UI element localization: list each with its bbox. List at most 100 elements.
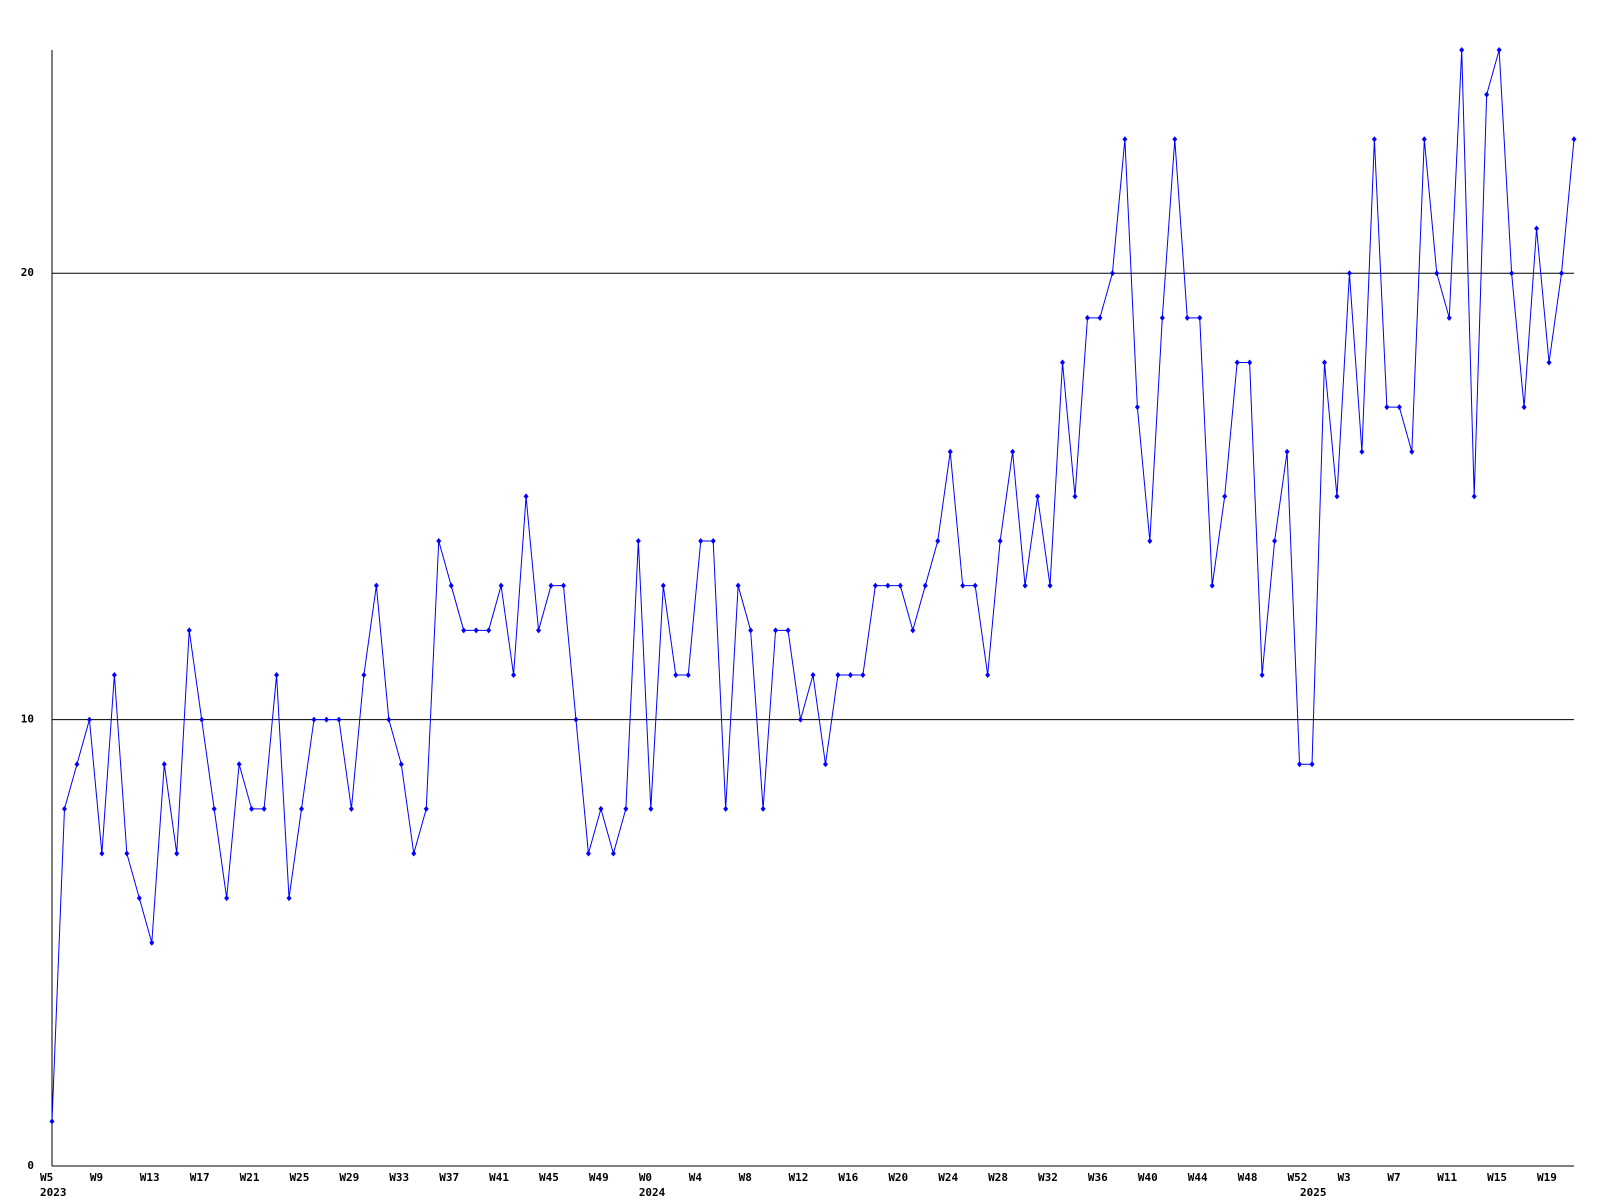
x-tick-label: W0 [639, 1171, 652, 1184]
point [723, 805, 729, 812]
point [1022, 582, 1028, 589]
point [1359, 448, 1365, 455]
point [136, 895, 142, 902]
point [1084, 314, 1090, 321]
x-tick-label: W33 [389, 1171, 409, 1184]
point [810, 671, 816, 678]
x-tick-label: W8 [739, 1171, 752, 1184]
point [1384, 404, 1390, 411]
point [1421, 136, 1427, 143]
point [1184, 314, 1190, 321]
point [1247, 359, 1253, 366]
point [1172, 136, 1178, 143]
point [1010, 448, 1016, 455]
point [1334, 493, 1340, 500]
point [698, 538, 704, 545]
x-tick-label: W41 [489, 1171, 509, 1184]
point [872, 582, 878, 589]
point [236, 761, 242, 768]
year-label: 2023 [40, 1186, 67, 1199]
point [423, 805, 429, 812]
point [1234, 359, 1240, 366]
x-tick-label: W15 [1487, 1171, 1507, 1184]
y-tick-label: 0 [27, 1159, 34, 1172]
point [286, 895, 292, 902]
point [174, 850, 180, 857]
x-tick-label: W52 [1288, 1171, 1308, 1184]
point [1446, 314, 1452, 321]
point [1047, 582, 1053, 589]
point [847, 671, 853, 678]
point [111, 671, 117, 678]
x-tick-label: W45 [539, 1171, 559, 1184]
x-tick-label: W21 [240, 1171, 260, 1184]
point [1060, 359, 1066, 366]
point [1346, 270, 1352, 277]
x-tick-label: W16 [838, 1171, 858, 1184]
point [473, 627, 479, 634]
x-tick-label: W4 [689, 1171, 703, 1184]
x-tick-label: W28 [988, 1171, 1008, 1184]
point [1496, 47, 1502, 53]
x-tick-label: W24 [938, 1171, 958, 1184]
point [972, 582, 978, 589]
x-tick-label: W36 [1088, 1171, 1108, 1184]
point [348, 805, 354, 812]
point [910, 627, 916, 634]
x-tick-label: W19 [1537, 1171, 1557, 1184]
point [311, 716, 317, 723]
point [448, 582, 454, 589]
point [486, 627, 492, 634]
point [560, 582, 566, 589]
point [922, 582, 928, 589]
point [224, 895, 230, 902]
point [1509, 270, 1515, 277]
point [186, 627, 192, 634]
point [760, 805, 766, 812]
point [897, 582, 903, 589]
point [1147, 538, 1153, 545]
point [511, 671, 517, 678]
point [61, 805, 67, 812]
x-tick-label: W17 [190, 1171, 210, 1184]
x-tick-label: W13 [140, 1171, 160, 1184]
x-tick-label: W20 [888, 1171, 908, 1184]
x-tick-label: W29 [339, 1171, 359, 1184]
point [536, 627, 542, 634]
point [1484, 91, 1490, 98]
point [573, 716, 579, 723]
point [1559, 270, 1565, 277]
point [1434, 270, 1440, 277]
point [598, 805, 604, 812]
point [49, 1118, 55, 1125]
point [373, 582, 379, 589]
point [1209, 582, 1215, 589]
point [274, 671, 280, 678]
point [785, 627, 791, 634]
point [386, 716, 392, 723]
y-tick-label: 10 [21, 713, 34, 726]
point [935, 538, 941, 545]
point [660, 582, 666, 589]
point [835, 671, 841, 678]
point [199, 716, 205, 723]
point [361, 671, 367, 678]
point [74, 761, 80, 768]
point [548, 582, 554, 589]
point [822, 761, 828, 768]
year-label: 2025 [1300, 1186, 1327, 1199]
line [51, 49, 1575, 1122]
point [997, 538, 1003, 545]
point [261, 805, 267, 812]
x-tick-label: W5 [40, 1171, 53, 1184]
x-tick-label: W37 [439, 1171, 459, 1184]
point [1471, 493, 1477, 500]
point [1122, 136, 1128, 143]
point [1521, 404, 1527, 411]
point [673, 671, 679, 678]
point [648, 805, 654, 812]
x-tick-label: W49 [589, 1171, 609, 1184]
point [773, 627, 779, 634]
point [336, 716, 342, 723]
